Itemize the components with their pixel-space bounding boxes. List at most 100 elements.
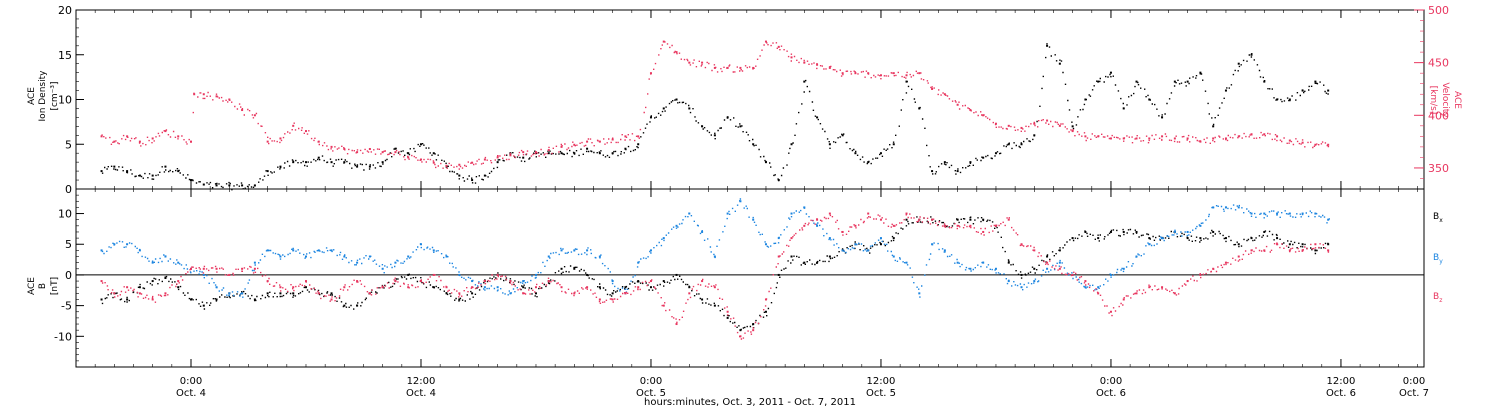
data-point [292, 249, 295, 252]
data-point [1033, 267, 1036, 270]
data-point [1237, 62, 1240, 65]
data-point [828, 212, 831, 215]
y-right-tick-label: 400 [1428, 109, 1449, 122]
data-point [151, 298, 154, 301]
x-tick-date-label: Oct. 6 [1096, 388, 1126, 399]
y-tick-label: 0 [65, 269, 72, 282]
data-point [1109, 310, 1112, 313]
data-point [343, 304, 346, 307]
data-point [867, 161, 870, 164]
data-point [892, 143, 895, 146]
data-point [215, 184, 218, 187]
data-point [1097, 80, 1100, 83]
magnetic-field-panel: -10 -5 0 5 10 [54, 188, 1425, 368]
data-point [662, 280, 665, 283]
data-point [560, 267, 563, 270]
data-point [1301, 212, 1304, 215]
data-point [356, 165, 359, 168]
data-point [100, 170, 103, 173]
data-point [649, 72, 652, 75]
data-point [1224, 137, 1227, 140]
data-point [343, 147, 346, 150]
data-point [547, 280, 550, 283]
data-point [279, 292, 282, 295]
data-point [193, 93, 196, 96]
data-point [381, 161, 384, 164]
data-point [1314, 243, 1317, 246]
x-tick-time-label: 12:00 [407, 376, 436, 387]
y-right-tick-label: 350 [1428, 162, 1449, 175]
data-point [215, 95, 218, 98]
data-point [1135, 80, 1138, 83]
density-label-line2: Ion Density [38, 70, 48, 122]
data-point [1058, 249, 1061, 252]
legend-by: By [1433, 253, 1443, 265]
data-point [892, 255, 895, 258]
series-ion-density [100, 43, 1330, 191]
data-point [292, 286, 295, 289]
data-point [483, 158, 486, 161]
data-point [854, 72, 857, 75]
data-point [126, 135, 129, 138]
data-point [343, 286, 346, 289]
data-point [969, 161, 972, 164]
data-point [1007, 143, 1010, 146]
data-point [1314, 143, 1317, 146]
data-point [739, 125, 742, 128]
data-point [854, 243, 857, 246]
data-point [790, 56, 793, 59]
velocity-label-line1: ACE [1452, 91, 1462, 109]
data-point [100, 280, 103, 283]
data-point [918, 218, 921, 221]
data-point [1071, 125, 1074, 128]
data-point [586, 286, 589, 289]
data-point [790, 212, 793, 215]
data-point [253, 298, 256, 301]
data-point [790, 255, 793, 258]
data-point [445, 286, 448, 289]
data-point [189, 267, 192, 270]
data-point [1122, 298, 1125, 301]
data-point [713, 66, 716, 69]
y-tick-label: 5 [65, 238, 72, 251]
data-point [675, 224, 678, 227]
data-point [713, 286, 716, 289]
data-point [1020, 126, 1023, 129]
data-point [752, 66, 755, 69]
data-point [1237, 243, 1240, 246]
data-point [471, 179, 474, 182]
data-point [905, 74, 908, 77]
data-point [1186, 80, 1189, 83]
b-label-line3: [nT] [50, 277, 60, 295]
data-point [969, 224, 972, 227]
data-point [816, 218, 819, 221]
data-point [675, 98, 678, 101]
data-point [151, 137, 154, 140]
data-point [215, 267, 218, 270]
data-point [828, 255, 831, 258]
data-point [777, 273, 780, 276]
data-point [432, 152, 435, 155]
data-point [892, 237, 895, 240]
data-point [458, 298, 461, 301]
data-point [573, 267, 576, 270]
data-point [586, 273, 589, 276]
data-point [739, 200, 742, 203]
data-point [522, 156, 525, 159]
data-point [1186, 237, 1189, 240]
data-point [432, 161, 435, 164]
data-point [1199, 273, 1202, 276]
data-point [828, 66, 831, 69]
data-point [253, 114, 256, 117]
x-tick-date-label: Oct. 5 [866, 388, 896, 399]
data-point [534, 152, 537, 155]
data-point [649, 116, 652, 119]
data-point [330, 249, 333, 252]
data-point [1212, 125, 1215, 128]
data-point [739, 335, 742, 338]
data-point [943, 93, 946, 96]
data-point [790, 143, 793, 146]
scatter-cloud [101, 213, 1330, 340]
data-point [126, 298, 129, 301]
data-point [905, 212, 908, 215]
